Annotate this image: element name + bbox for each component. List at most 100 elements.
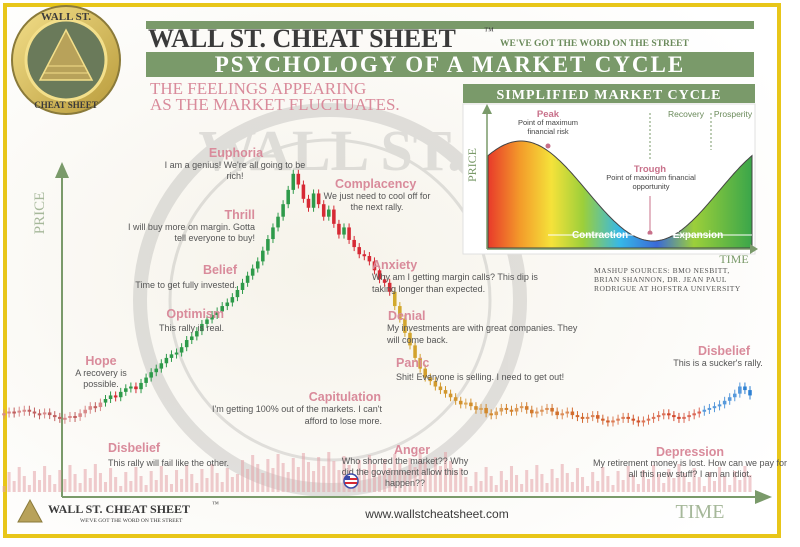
candle — [124, 388, 128, 392]
volume-bar — [631, 475, 635, 492]
volume-bar — [134, 467, 138, 492]
volume-bar — [210, 464, 214, 492]
candle — [438, 386, 443, 391]
candle — [17, 410, 22, 413]
volume-bar — [388, 468, 392, 492]
candle — [626, 416, 630, 419]
candle — [347, 227, 351, 240]
phase-belief-title: Belief — [203, 263, 238, 277]
volume-bar — [748, 475, 752, 492]
footer-pyramid-icon — [17, 498, 43, 523]
volume-bar — [332, 461, 336, 492]
candle — [738, 386, 742, 394]
volume-bar — [738, 480, 742, 492]
volume-bar — [27, 485, 31, 492]
candle — [509, 409, 514, 412]
volume-bar — [215, 473, 219, 492]
volume-bar — [240, 460, 245, 492]
candle — [12, 411, 16, 414]
volume-bar — [474, 472, 478, 492]
phase-annotations: Euphoria I am a genius! We're all going … — [75, 146, 787, 488]
volume-bar — [230, 477, 234, 492]
candle — [83, 409, 87, 414]
candle — [210, 315, 214, 320]
title-banner — [146, 52, 754, 77]
time-axis-label: TIME — [676, 501, 725, 523]
volume-bar — [565, 473, 569, 492]
candle — [118, 391, 123, 398]
volume-bar — [159, 466, 163, 492]
recovery-label: Recovery — [668, 109, 705, 119]
candle — [296, 173, 301, 185]
candle — [621, 416, 625, 419]
volume-bar — [98, 473, 102, 492]
candle — [687, 415, 691, 418]
candle — [184, 340, 189, 348]
phase-hope-title: Hope — [85, 354, 116, 368]
volume-bar — [235, 474, 239, 492]
trough-dot — [647, 230, 653, 236]
sources-line1: MASHUP SOURCES: BMO NESBITT, — [594, 266, 730, 275]
candle — [98, 402, 103, 408]
candle — [651, 416, 656, 419]
volume-bar — [687, 482, 691, 492]
volume-bar — [560, 464, 564, 492]
volume-bar — [550, 469, 554, 492]
candle — [448, 393, 453, 398]
volume-bar — [398, 463, 402, 492]
volume-bar — [317, 457, 321, 492]
volume-bar — [291, 458, 295, 492]
volume-bar — [327, 452, 331, 492]
inset-time-label: TIME — [719, 252, 748, 266]
candle — [220, 306, 224, 312]
candle — [200, 323, 204, 332]
phase-depression-title: Depression — [656, 445, 724, 459]
candle — [32, 411, 37, 414]
volume-bar — [22, 476, 26, 492]
brand-tm: ™ — [484, 26, 494, 37]
main-title: PSYCHOLOGY OF A MARKET CYCLE — [215, 52, 685, 77]
candle — [692, 413, 696, 416]
volume-bar — [378, 473, 382, 492]
candle — [47, 412, 52, 416]
volume-bar — [251, 455, 255, 492]
volume-bar — [423, 462, 427, 492]
candle — [316, 193, 321, 205]
candle — [524, 406, 529, 410]
candle — [595, 415, 600, 419]
volume-bar — [48, 475, 52, 492]
volume-bar — [525, 470, 529, 492]
candle — [667, 413, 671, 416]
candle — [250, 268, 255, 276]
candle — [616, 418, 620, 421]
subtitle-line2: AS THE MARKET FLUCTUATES. — [150, 95, 400, 114]
subtitle-line1: THE FEELINGS APPEARING — [150, 79, 366, 98]
candlestick-series — [2, 169, 752, 427]
footer-url[interactable]: www.wallstcheatsheet.com — [364, 507, 508, 521]
phase-panic-title: Panic — [396, 356, 429, 370]
candle — [22, 409, 27, 412]
volume-bar — [677, 464, 681, 492]
candle — [311, 193, 316, 208]
candle — [646, 418, 651, 421]
watermark-text: WALL ST. — [198, 118, 461, 183]
volume-bar — [601, 467, 605, 492]
volume-bar — [220, 482, 224, 492]
candle — [382, 279, 387, 283]
candle — [164, 357, 169, 364]
volume-bar — [337, 470, 341, 492]
candle — [530, 409, 534, 414]
volume-bar — [682, 473, 686, 492]
candle — [169, 354, 174, 358]
volume-bar — [322, 466, 326, 492]
candle — [565, 411, 570, 414]
volume-bar — [489, 476, 493, 492]
candle — [433, 381, 438, 387]
volume-bar — [413, 467, 417, 492]
volume-bar — [38, 480, 42, 492]
volume-bar — [43, 466, 47, 492]
candle — [387, 282, 392, 292]
main-axes: PRICE TIME — [32, 162, 772, 523]
contraction-label: Contraction — [572, 230, 628, 241]
footer-brand: WALL ST. CHEAT SHEET — [48, 502, 190, 516]
